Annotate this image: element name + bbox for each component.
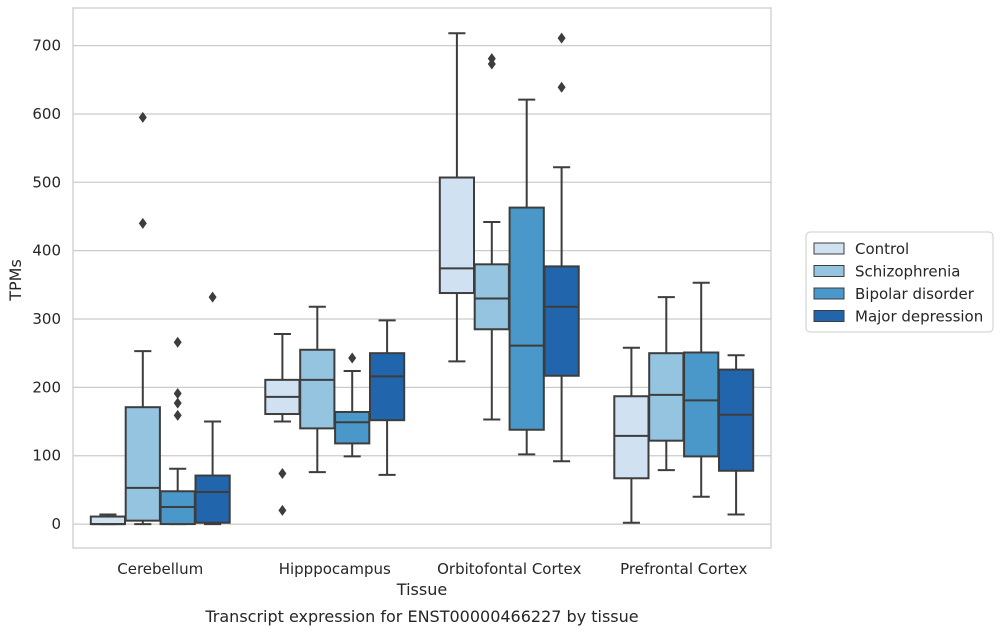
y-tick-label: 300 (32, 310, 61, 328)
y-tick-label: 100 (32, 447, 61, 465)
box-iqr (438, 176, 476, 295)
legend-label: Schizophrenia (855, 263, 960, 281)
outlier-point (208, 291, 217, 303)
box-iqr (194, 474, 231, 524)
box (717, 354, 755, 516)
legend: Control Schizophrenia Bipolar disorder Majo… (805, 231, 994, 333)
y-tick-labels: 0 100 200 300 400 500 600 700 (32, 37, 61, 533)
box-iqr (613, 395, 650, 480)
legend-label: Control (855, 240, 909, 258)
outlier-point (557, 81, 566, 93)
box (334, 352, 371, 458)
x-tick-labels: Cerebellum Hipppocampus Orbitofontal Corte… (117, 560, 747, 578)
box (438, 32, 476, 363)
box-iqr (543, 265, 580, 377)
box-iqr (368, 352, 406, 422)
outlier-point (173, 336, 182, 348)
box (299, 305, 336, 474)
y-tick-label: 500 (32, 173, 61, 191)
box-iqr (89, 515, 127, 526)
box-iqr (508, 206, 545, 431)
box (508, 98, 545, 456)
y-tick-label: 700 (32, 37, 61, 55)
outlier-point (278, 467, 287, 479)
box (683, 281, 720, 498)
x-tick-label: Hipppocampus (279, 560, 391, 578)
x-tick-label: Orbitofontal Cortex (437, 560, 581, 578)
outlier-point (278, 504, 287, 516)
y-tick-label: 400 (32, 242, 61, 260)
legend-swatch (813, 310, 845, 322)
legend-frame (805, 231, 994, 333)
legend-label: Bipolar disorder (855, 285, 975, 303)
x-tick-label: Prefrontal Cortex (620, 560, 747, 578)
box-iqr (299, 348, 336, 430)
box-iqr (683, 351, 720, 458)
x-axis-label: Tissue (396, 580, 447, 599)
box (264, 333, 301, 516)
box (159, 336, 196, 526)
box-iqr (473, 263, 510, 331)
outlier-point (557, 32, 566, 44)
y-tick-label: 600 (32, 105, 61, 123)
series-major-depression (194, 32, 755, 526)
plot-area (72, 7, 772, 549)
outlier-point (173, 409, 182, 421)
y-tick-label: 200 (32, 378, 61, 396)
box (473, 53, 510, 421)
x-tick-label: Cerebellum (117, 560, 203, 578)
box-iqr (334, 410, 371, 445)
box (89, 513, 127, 526)
y-tick-label: 0 (51, 515, 61, 533)
legend-label: Major depression (855, 308, 983, 326)
series-schizophrenia (124, 53, 685, 526)
outlier-point (173, 397, 182, 409)
box (648, 296, 685, 472)
outlier-point (487, 58, 496, 70)
box-iqr (717, 368, 755, 472)
box-series (89, 32, 755, 526)
legend-swatch (813, 287, 845, 300)
outlier-point (138, 111, 147, 123)
box (368, 319, 406, 476)
legend-swatch (813, 242, 845, 255)
outlier-point (138, 217, 147, 229)
box (194, 291, 231, 526)
box (543, 32, 580, 463)
box (124, 111, 161, 526)
y-axis-label: TPMs (6, 259, 25, 302)
chart-caption: Transcript expression for ENST0000046622… (204, 607, 638, 626)
box-iqr (124, 406, 161, 522)
box-iqr (648, 352, 685, 442)
outlier-point (173, 388, 182, 400)
series-bipolar-disorder (159, 98, 720, 526)
outlier-point (348, 352, 357, 364)
legend-swatch (813, 265, 845, 277)
